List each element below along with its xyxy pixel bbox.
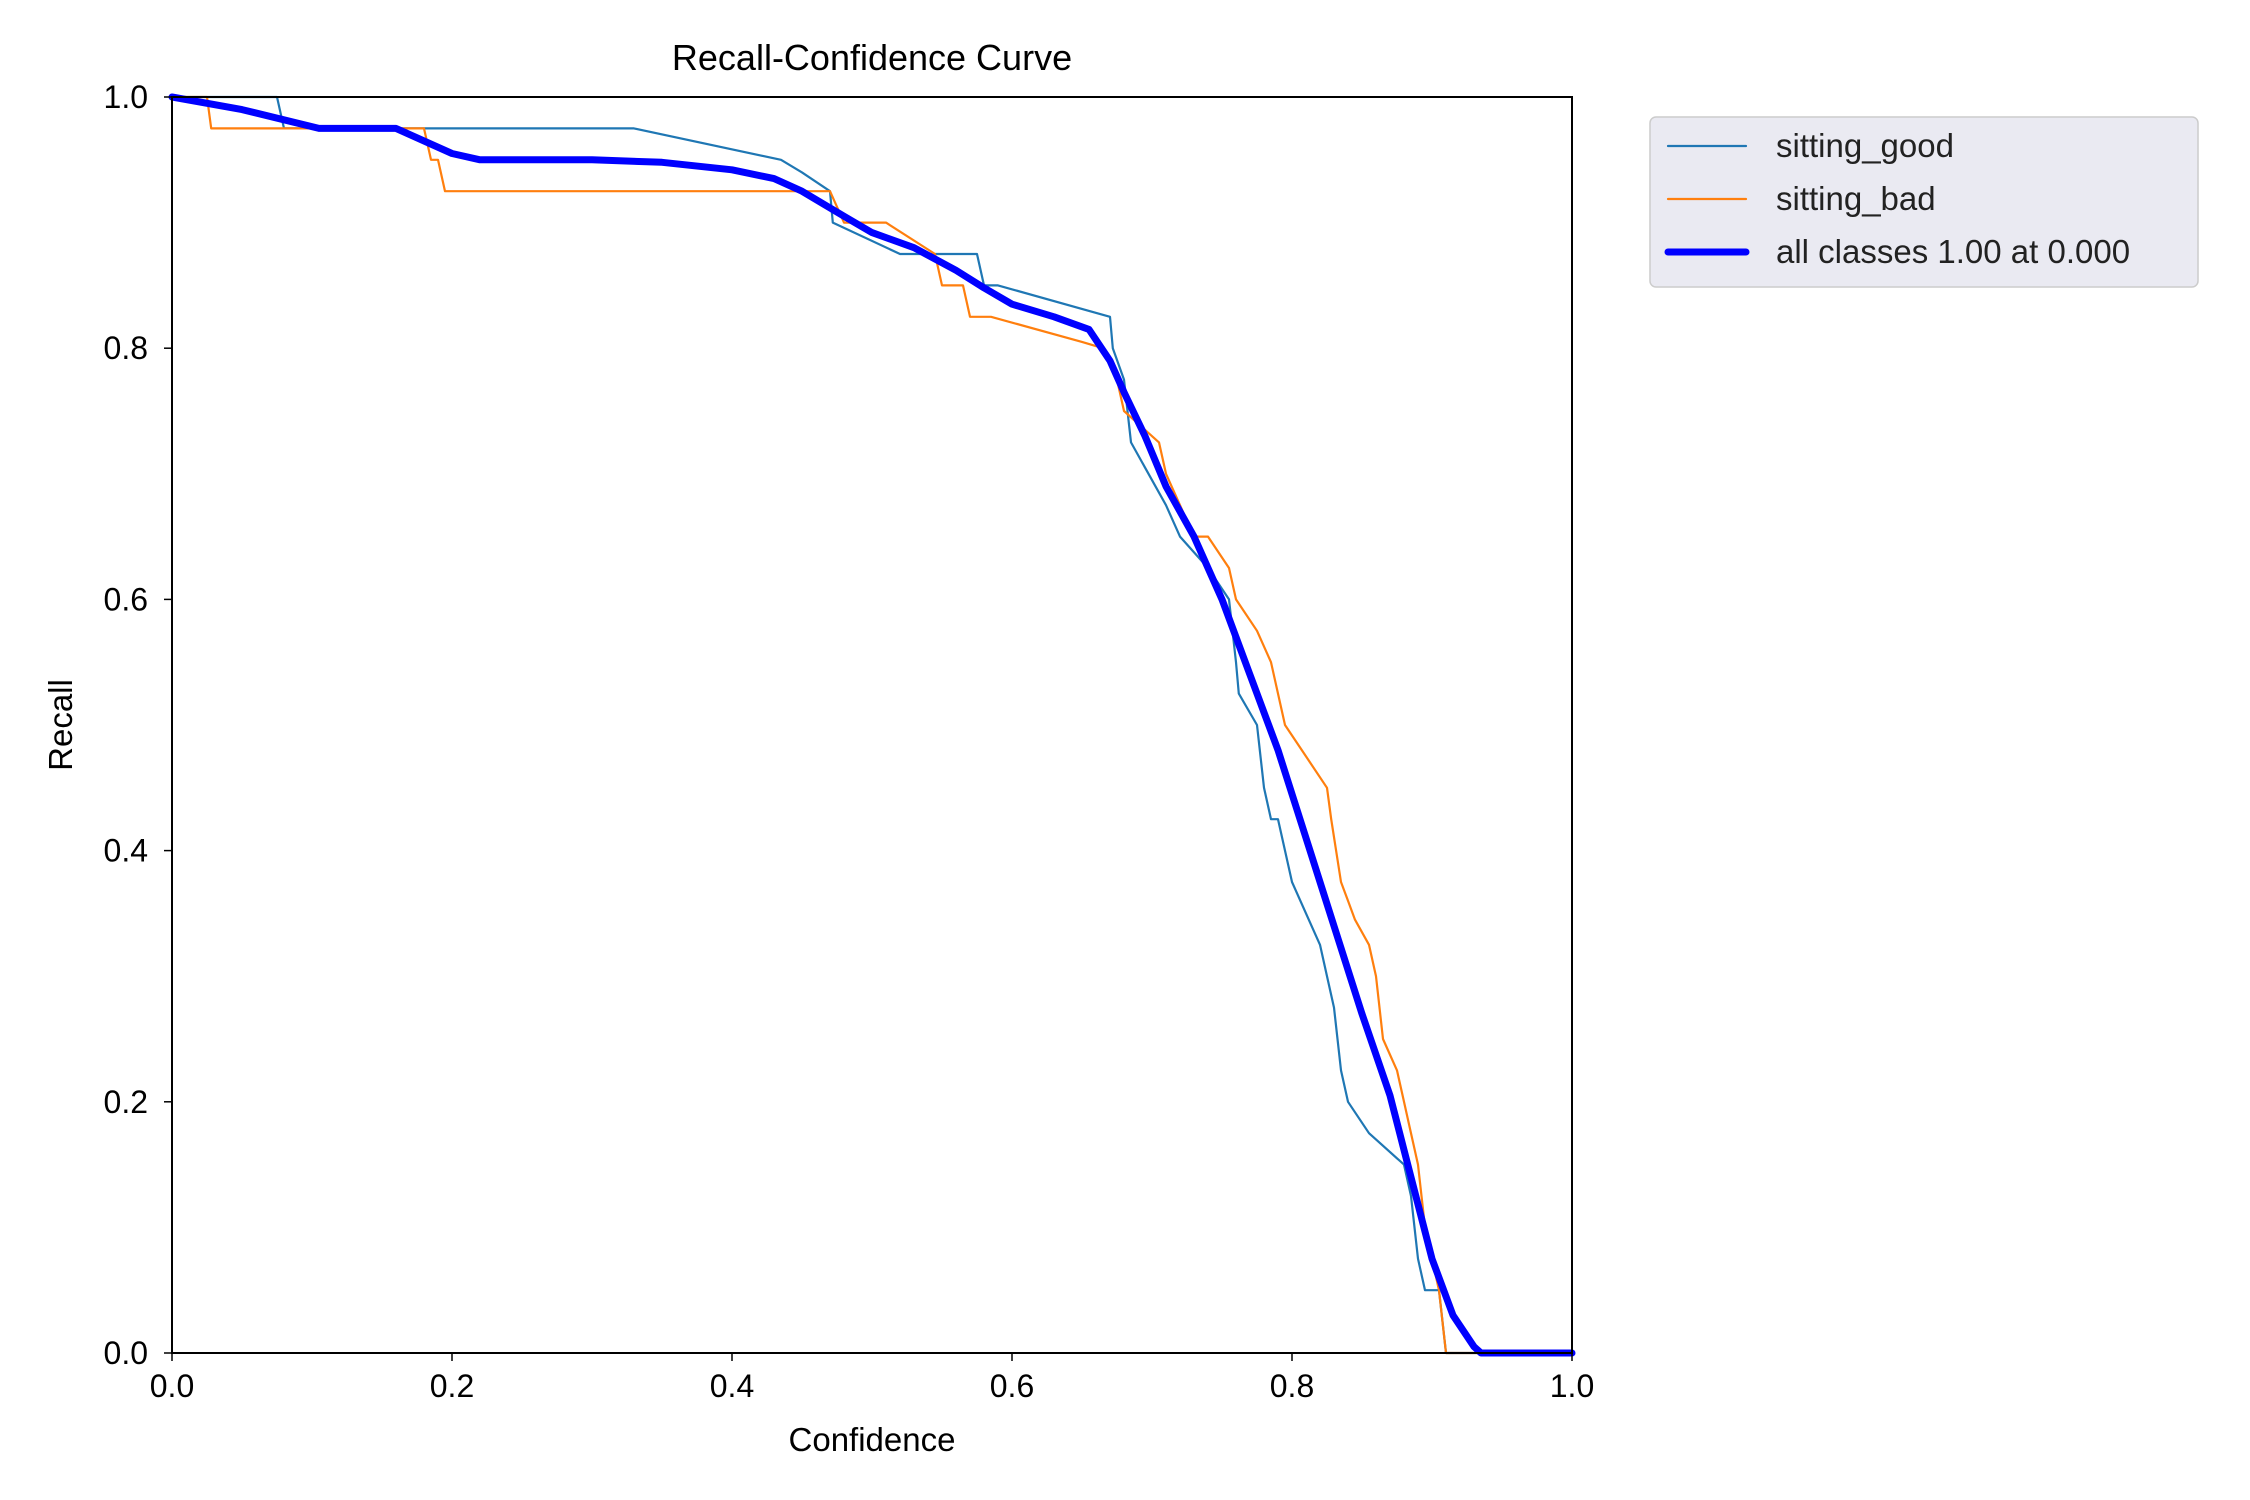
y-tick-label: 1.0 xyxy=(104,79,148,115)
x-tick-label: 0.8 xyxy=(1270,1368,1314,1404)
legend-entry-sitting-good: sitting_good xyxy=(1776,127,1954,164)
series-line-all-classes xyxy=(168,93,1576,1357)
x-tick-label: 0.2 xyxy=(430,1368,474,1404)
y-axis-title: Recall xyxy=(42,679,79,771)
chart-title: Recall-Confidence Curve xyxy=(672,37,1072,78)
x-tick-label: 0.6 xyxy=(990,1368,1034,1404)
series-layer xyxy=(168,93,1576,1357)
legend-entry-sitting-bad: sitting_bad xyxy=(1776,180,1936,217)
x-axis: 0.0 0.2 0.4 0.6 0.8 1.0 xyxy=(150,1353,1594,1404)
plot-frame xyxy=(171,96,1573,1354)
legend-entry-all-classes: all classes 1.00 at 0.000 xyxy=(1776,233,2130,270)
x-tick-label: 0.0 xyxy=(150,1368,194,1404)
y-tick-label: 0.8 xyxy=(104,330,148,366)
y-tick-label: 0.0 xyxy=(104,1335,148,1371)
y-axis: 0.0 0.2 0.4 0.6 0.8 1.0 xyxy=(104,79,172,1371)
x-tick-label: 0.4 xyxy=(710,1368,754,1404)
legend-background xyxy=(1649,116,2199,288)
series-line-sitting-bad xyxy=(170,95,1574,1355)
x-axis-title: Confidence xyxy=(789,1421,956,1458)
x-tick-label: 1.0 xyxy=(1550,1368,1594,1404)
y-tick-label: 0.4 xyxy=(104,833,148,869)
y-tick-label: 0.6 xyxy=(104,581,148,617)
y-tick-label: 0.2 xyxy=(104,1084,148,1120)
